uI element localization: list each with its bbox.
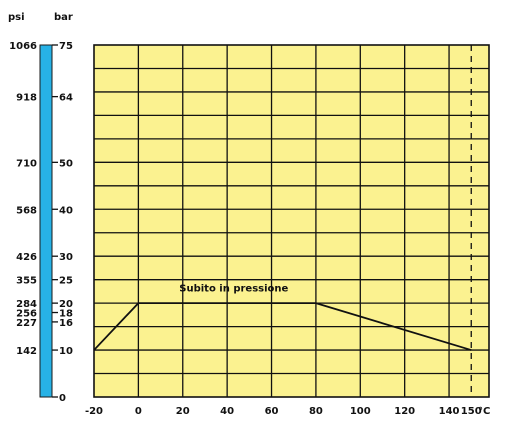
bar-tick-label: 18 xyxy=(59,309,73,320)
psi-tick-label: 710 xyxy=(16,158,37,169)
temperature-tick-label: 140 xyxy=(439,406,460,417)
bar-tick-label: 30 xyxy=(59,252,73,263)
bar-tick-label: 50 xyxy=(59,158,73,169)
psi-tick-label: 227 xyxy=(16,318,37,329)
temperature-axis: -20 0 20 40 60 80 100 120 140 150 xyxy=(85,406,482,417)
plot-area xyxy=(93,44,490,398)
curve-annotation: Subito in pressione xyxy=(179,284,288,295)
psi-tick-label: 256 xyxy=(16,309,37,320)
pressure-gauge-bar xyxy=(39,44,53,398)
bar-tick-label: 16 xyxy=(59,318,73,329)
bar-tick-label: 40 xyxy=(59,205,73,216)
grid xyxy=(94,45,489,397)
bar-tick-label: 25 xyxy=(59,276,73,287)
temperature-tick-label: 0 xyxy=(135,406,142,417)
bar-tick-label: 20 xyxy=(59,299,73,310)
psi-tick-label: 918 xyxy=(16,93,37,104)
pressure-axis: 75 1066 64 918 50 710 40 568 30 426 25 355 20 284 18 25… xyxy=(9,41,73,404)
psi-tick-label: 426 xyxy=(16,252,37,263)
bar-tick-label: 0 xyxy=(59,393,66,404)
bar-unit-label: bar xyxy=(54,12,73,23)
temperature-tick-label: -20 xyxy=(85,406,103,417)
psi-tick-label: 1066 xyxy=(9,41,37,52)
psi-tick-label: 355 xyxy=(16,276,37,287)
bar-tick-label: 64 xyxy=(59,93,73,104)
temperature-unit-label: °C xyxy=(478,406,490,417)
series-line xyxy=(93,302,472,351)
bar-tick-label: 75 xyxy=(59,41,73,52)
psi-tick-label: 568 xyxy=(16,205,37,216)
temperature-tick-label: 40 xyxy=(220,406,234,417)
temperature-tick-label: 20 xyxy=(176,406,190,417)
temperature-tick-label: 120 xyxy=(394,406,415,417)
temperature-tick-label: 150 xyxy=(461,406,482,417)
temperature-tick-label: 60 xyxy=(265,406,279,417)
psi-tick-label: 142 xyxy=(16,346,37,357)
temperature-tick-label: 100 xyxy=(350,406,371,417)
bar-tick-label: 10 xyxy=(59,346,73,357)
psi-unit-label: psi xyxy=(8,12,25,23)
psi-tick-label: 284 xyxy=(16,299,37,310)
temperature-tick-label: 80 xyxy=(309,406,323,417)
